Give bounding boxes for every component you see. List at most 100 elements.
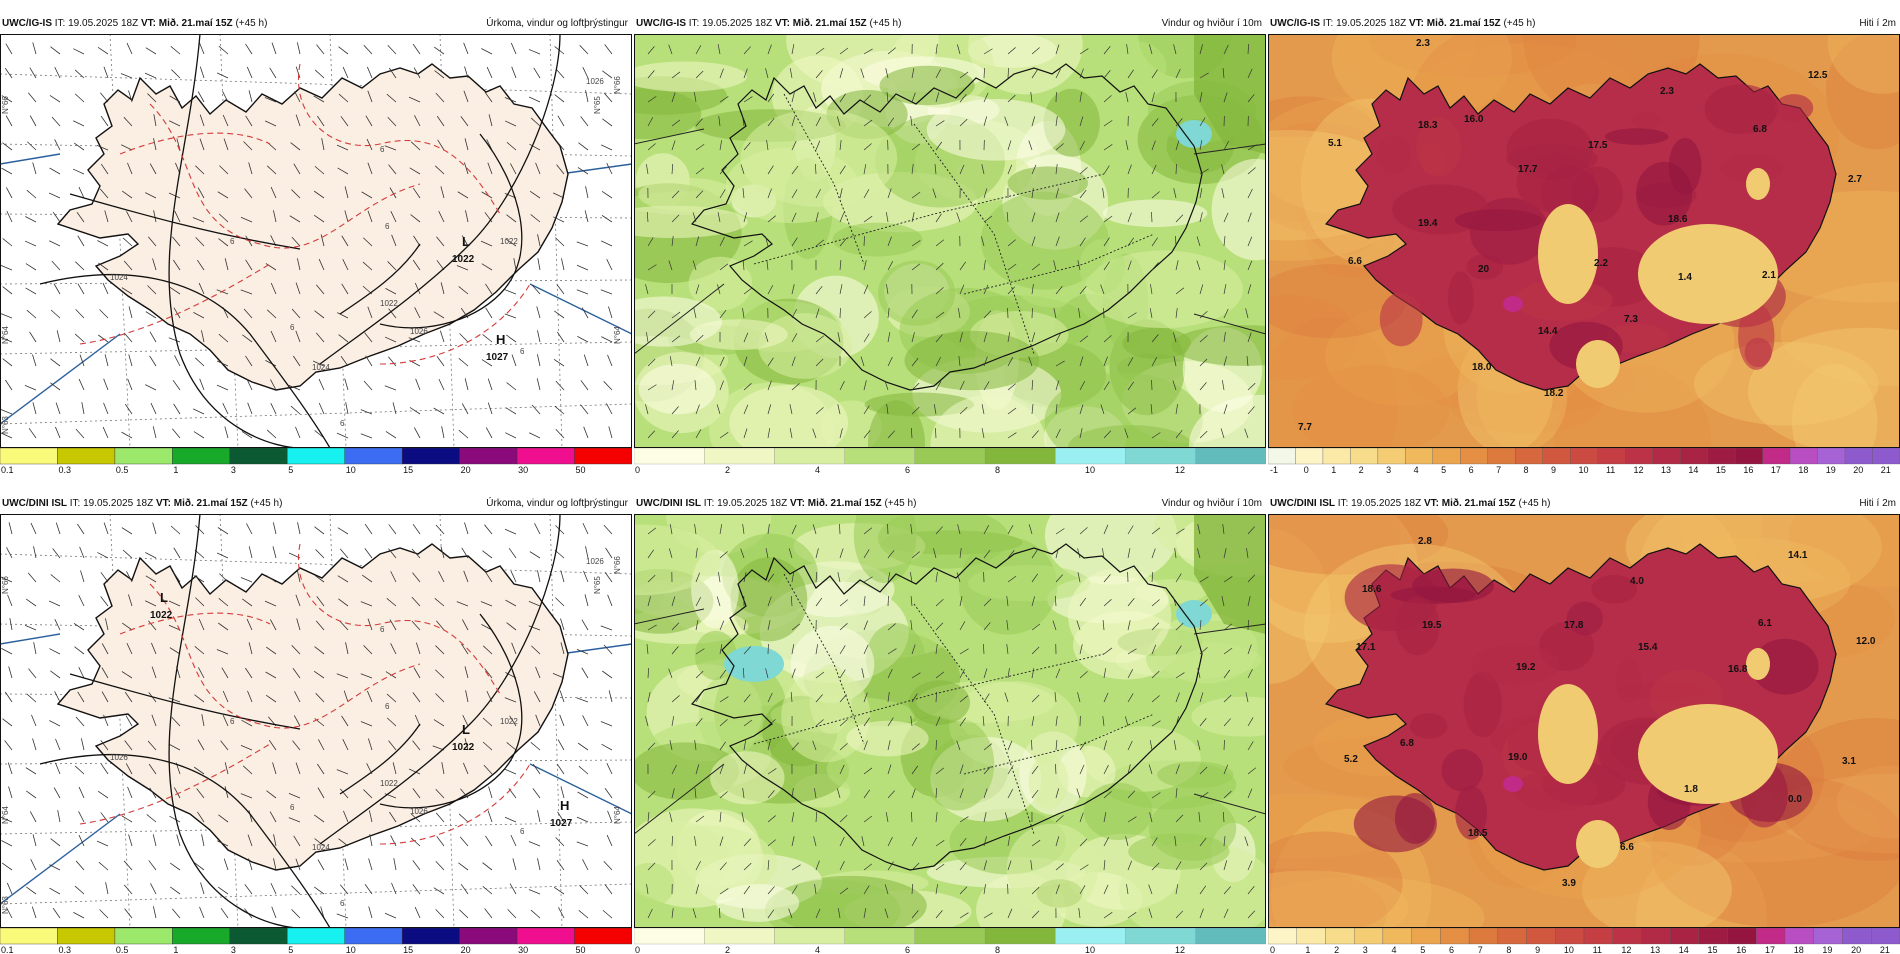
colorbar-bin xyxy=(1555,928,1584,944)
temp-value: 6.8 xyxy=(1400,738,1414,749)
temp-value: 4.0 xyxy=(1630,576,1644,587)
temp-patch xyxy=(1631,112,1661,129)
cool-highland xyxy=(1746,648,1770,680)
colorbar-bin xyxy=(460,448,517,464)
panel-title: Vindur og hviður í 10m xyxy=(1162,494,1262,514)
colorbar-tick-label: 2 xyxy=(1359,465,1364,474)
isotherm-label: 6 xyxy=(385,702,390,711)
grid-label: N°63 xyxy=(1,896,10,914)
wind-patch xyxy=(833,223,923,257)
pressure-value: 1027 xyxy=(486,352,509,363)
colorbar-bin xyxy=(1460,448,1487,464)
valid-time: Mið. 21.maí 15Z xyxy=(1442,498,1516,509)
isobar-label: 1026 xyxy=(410,327,428,336)
temp-patch xyxy=(1616,659,1641,703)
colorbar-tick-label: 1 xyxy=(173,465,178,474)
colorbar-bin xyxy=(230,448,287,464)
temp-value: 7.3 xyxy=(1624,314,1638,325)
cool-highland xyxy=(1638,224,1778,324)
colorbar-tick-label: 14 xyxy=(1688,465,1698,474)
colorbar-tick-label: 5 xyxy=(288,465,293,474)
temp-patch xyxy=(1420,143,1445,175)
colorbar-bin xyxy=(774,928,844,944)
grid-label: N°63 xyxy=(1,416,10,434)
colorbar-bin xyxy=(1440,928,1469,944)
colorbar-tick-label: 0.3 xyxy=(58,465,71,474)
colorbar-bin xyxy=(1653,448,1680,464)
colorbar-bin xyxy=(1785,928,1814,944)
temp-value: 19.4 xyxy=(1418,218,1438,229)
colorbar-bin xyxy=(985,448,1055,464)
colorbar-tick-label: 10 xyxy=(1579,465,1589,474)
temp-value: 17.8 xyxy=(1564,620,1584,631)
colorbar-tick-label: 20 xyxy=(461,465,471,474)
colorbar-bin xyxy=(634,928,704,944)
panel-temp-ig: UWC/IG-IS IT: 19.05.2025 18Z VT: Mið. 21… xyxy=(1268,14,1900,474)
valid-label: VT: xyxy=(790,498,805,509)
wind-patch xyxy=(1080,239,1125,294)
temp-value: 3.1 xyxy=(1842,756,1856,767)
panel-header: UWC/DINI ISL IT: 19.05.2025 18Z VT: Mið.… xyxy=(0,494,632,514)
temp-value: 1.4 xyxy=(1678,272,1692,283)
init-time: IT: 19.05.2025 18Z xyxy=(689,18,772,29)
colorbar-tick-label: 17 xyxy=(1771,465,1781,474)
wind-patch xyxy=(1157,761,1233,788)
grid-label: N°64 xyxy=(613,806,622,824)
colorbar-bin xyxy=(1763,448,1790,464)
temp-value: 18.6 xyxy=(1668,214,1688,225)
wind-patch xyxy=(639,364,716,414)
pressure-value: 1022 xyxy=(150,610,173,621)
panel-title: Úrkoma, vindur og loftþrýstingur xyxy=(486,14,628,34)
isotherm-label: 6 xyxy=(290,803,295,812)
colorbar-bin xyxy=(1756,928,1785,944)
colorbar-tick-label: 30 xyxy=(518,465,528,474)
colorbar-bin xyxy=(915,928,985,944)
isobar-label: 1022 xyxy=(500,717,518,726)
temp-patch xyxy=(1775,94,1813,121)
colorbar-bin xyxy=(172,448,229,464)
colorbar-bin xyxy=(1728,928,1757,944)
colorbar-tick-label: 8 xyxy=(1524,465,1529,474)
colorbar-bin xyxy=(1350,448,1377,464)
temp-value: 6.1 xyxy=(1758,618,1772,629)
cool-highland xyxy=(1538,684,1598,784)
isobar-label: 1026 xyxy=(586,77,604,86)
colorbar-bin xyxy=(1613,928,1642,944)
colorbar-bin xyxy=(1055,928,1125,944)
temp-value: 16.0 xyxy=(1464,114,1484,125)
valid-time: Mið. 21.maí 15Z xyxy=(159,18,233,29)
colorbar-bin xyxy=(1295,448,1322,464)
warm-spot xyxy=(1503,776,1523,792)
panel-temp-dini: UWC/DINI ISL IT: 19.05.2025 18Z VT: Mið.… xyxy=(1268,494,1900,954)
colorbar-tick-label: 15 xyxy=(1716,465,1726,474)
colorbar-bin xyxy=(1680,448,1707,464)
colorbar-bin xyxy=(1268,928,1297,944)
temp-value: 18.2 xyxy=(1544,388,1564,399)
colorbar-bin xyxy=(57,448,114,464)
model-name: UWC/IG-IS xyxy=(2,18,52,29)
pressure-center-L: L xyxy=(462,234,470,249)
colorbar-bin xyxy=(1625,448,1652,464)
grid-label: N°65 xyxy=(593,576,602,594)
colorbar-bin xyxy=(345,928,402,944)
colorbar-tick-label: 3 xyxy=(1386,465,1391,474)
isobar-label: 1022 xyxy=(500,237,518,246)
temp-patch xyxy=(1412,568,1494,602)
pressure-center-H: H xyxy=(560,798,569,813)
grid-label: N°64 xyxy=(1,326,10,344)
colorbar-tick-label: 0.5 xyxy=(116,465,129,474)
model-name: UWC/IG-IS xyxy=(636,18,686,29)
colorbar-bin xyxy=(985,928,1055,944)
valid-time: Mið. 21.maí 15Z xyxy=(174,498,248,509)
wind-patch xyxy=(920,718,994,811)
colorbar-bin xyxy=(1268,448,1295,464)
temp-value: 6.8 xyxy=(1753,124,1767,135)
panel-precip-ig: UWC/IG-IS IT: 19.05.2025 18Z VT: Mið. 21… xyxy=(0,14,632,474)
colorbar-bin xyxy=(1708,448,1735,464)
colorbar-bin xyxy=(634,448,704,464)
isobar-label: 1026 xyxy=(410,807,428,816)
temp-value: 2.7 xyxy=(1848,174,1862,185)
